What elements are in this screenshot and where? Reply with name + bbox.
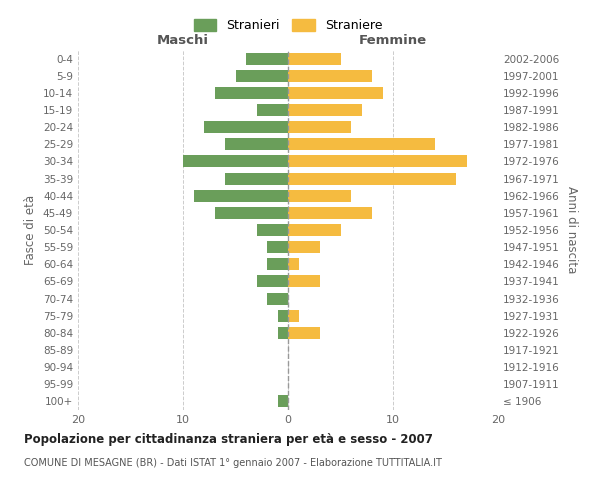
Bar: [215, 87, 288, 99]
Bar: [215, 207, 288, 219]
Bar: [288, 224, 341, 236]
Bar: [288, 172, 456, 184]
Bar: [288, 310, 299, 322]
Y-axis label: Anni di nascita: Anni di nascita: [565, 186, 578, 274]
Bar: [288, 241, 320, 253]
Bar: [288, 258, 299, 270]
Bar: [288, 207, 372, 219]
Bar: [204, 121, 288, 133]
Y-axis label: Fasce di età: Fasce di età: [25, 195, 37, 265]
Bar: [288, 52, 341, 64]
Bar: [288, 104, 361, 116]
Text: COMUNE DI MESAGNE (BR) - Dati ISTAT 1° gennaio 2007 - Elaborazione TUTTITALIA.IT: COMUNE DI MESAGNE (BR) - Dati ISTAT 1° g…: [24, 458, 442, 468]
Bar: [288, 156, 467, 168]
Bar: [257, 104, 288, 116]
Bar: [288, 327, 320, 339]
Text: Femmine: Femmine: [359, 34, 427, 46]
Bar: [288, 87, 383, 99]
Bar: [267, 292, 288, 304]
Bar: [193, 190, 288, 202]
Bar: [257, 224, 288, 236]
Bar: [288, 138, 435, 150]
Bar: [235, 70, 288, 82]
Bar: [225, 172, 288, 184]
Bar: [257, 276, 288, 287]
Bar: [246, 52, 288, 64]
Bar: [225, 138, 288, 150]
Bar: [183, 156, 288, 168]
Legend: Stranieri, Straniere: Stranieri, Straniere: [189, 14, 387, 37]
Text: Maschi: Maschi: [157, 34, 209, 46]
Bar: [288, 121, 351, 133]
Bar: [267, 258, 288, 270]
Bar: [277, 396, 288, 407]
Bar: [277, 310, 288, 322]
Bar: [288, 276, 320, 287]
Text: Popolazione per cittadinanza straniera per età e sesso - 2007: Popolazione per cittadinanza straniera p…: [24, 432, 433, 446]
Bar: [288, 70, 372, 82]
Bar: [267, 241, 288, 253]
Bar: [277, 327, 288, 339]
Bar: [288, 190, 351, 202]
